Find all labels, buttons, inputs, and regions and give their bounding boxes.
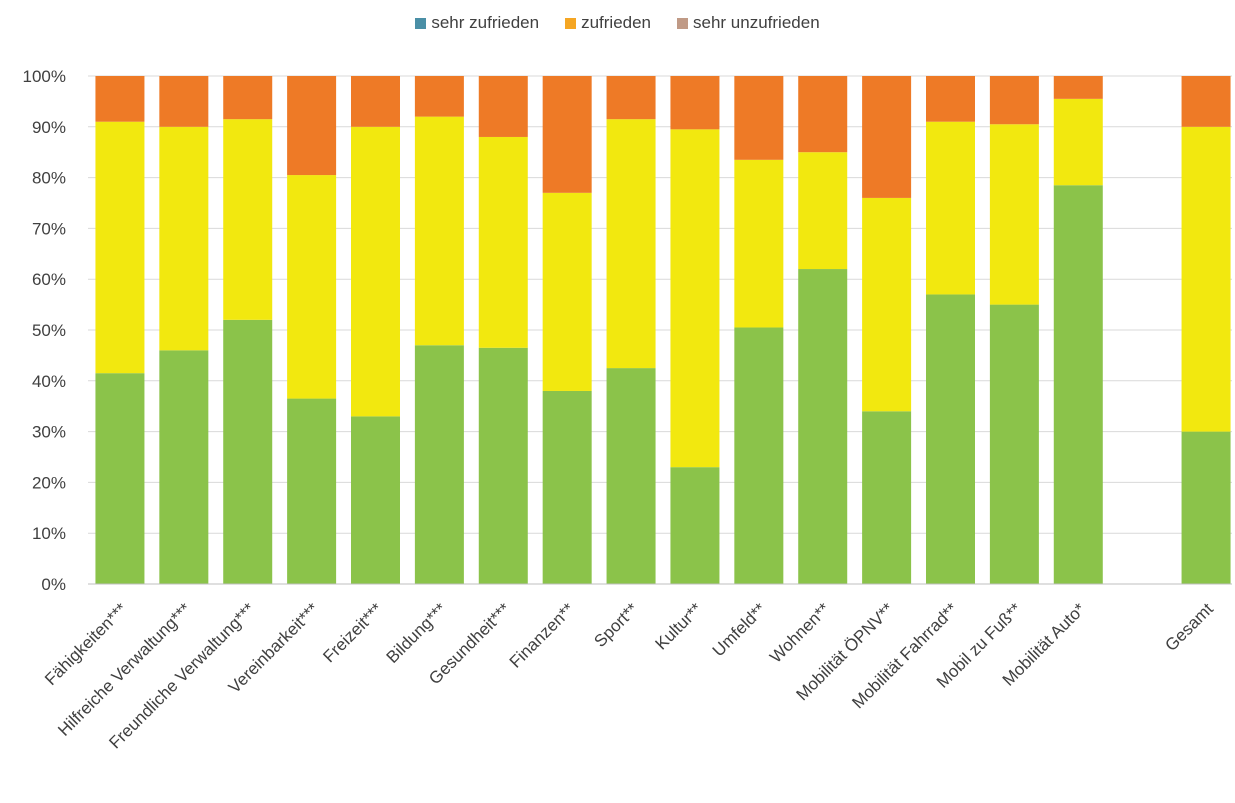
legend-label-zufrieden: zufrieden: [581, 13, 652, 32]
legend-swatch-sehr-unzufrieden: [677, 17, 689, 29]
bar-segment-zufrieden: [287, 175, 337, 399]
y-tick-label: 10%: [32, 524, 66, 543]
bar-segment-sehr-zufrieden: [862, 411, 912, 584]
bar-segment-sehr-unzufrieden: [606, 76, 656, 120]
bar-segment-sehr-zufrieden: [798, 269, 848, 584]
bar-segment-sehr-unzufrieden: [159, 76, 209, 127]
chart-legend: sehr zufrieden zufrieden sehr unzufriede…: [0, 10, 1235, 36]
legend-item-zufrieden: zufrieden: [565, 10, 651, 36]
bar-segment-sehr-zufrieden: [606, 368, 656, 584]
bar-segment-sehr-zufrieden: [351, 416, 400, 584]
bar-segment-sehr-zufrieden: [159, 350, 209, 584]
bar-segment-sehr-unzufrieden: [223, 76, 273, 120]
y-tick-label: 0%: [41, 575, 66, 594]
bar-segment-zufrieden: [95, 121, 145, 374]
bar-segment-sehr-unzufrieden: [1053, 76, 1103, 99]
bar-segment-zufrieden: [542, 192, 592, 391]
x-tick-label: Umfeld**: [709, 599, 770, 660]
legend-item-sehr-zufrieden: sehr zufrieden: [415, 10, 539, 36]
x-tick-label: Sport**: [590, 599, 642, 651]
bar-segment-sehr-zufrieden: [670, 467, 720, 584]
bar-segment-sehr-unzufrieden: [670, 76, 720, 130]
bar-segment-zufrieden: [159, 126, 209, 351]
bar-segment-sehr-unzufrieden: [734, 76, 784, 160]
bar-segment-sehr-zufrieden: [542, 390, 592, 584]
bar-segment-sehr-unzufrieden: [989, 76, 1039, 125]
bar-segment-sehr-unzufrieden: [414, 76, 464, 117]
bar-segment-sehr-unzufrieden: [926, 76, 975, 122]
legend-swatch-zufrieden: [565, 17, 577, 29]
bar-segment-zufrieden: [414, 116, 464, 346]
bar-segment-sehr-zufrieden: [1053, 185, 1103, 584]
grid-layer: [88, 75, 1232, 585]
y-tick-label: 20%: [32, 473, 66, 492]
bar-segment-sehr-zufrieden: [1181, 431, 1231, 584]
bars-layer: [95, 76, 1231, 584]
bar-segment-sehr-zufrieden: [414, 345, 464, 584]
legend-item-sehr-unzufrieden: sehr unzufrieden: [677, 10, 820, 36]
y-tick-label: 100%: [23, 67, 66, 86]
legend-swatch-sehr-zufrieden: [415, 17, 427, 29]
y-tick-label: 70%: [32, 219, 66, 238]
x-tick-label: Kultur**: [652, 599, 706, 653]
y-tick-label: 40%: [32, 372, 66, 391]
x-tick-label: Mobilität Fahrrad**: [848, 599, 961, 712]
bar-segment-zufrieden: [223, 119, 273, 320]
x-tick-label: Freizeit***: [319, 599, 386, 666]
bar-segment-sehr-zufrieden: [287, 398, 337, 584]
y-tick-label: 50%: [32, 321, 66, 340]
legend-label-sehr-zufrieden: sehr zufrieden: [431, 13, 540, 32]
bar-segment-zufrieden: [1053, 98, 1103, 186]
bar-segment-zufrieden: [734, 159, 784, 328]
bar-segment-sehr-unzufrieden: [798, 76, 848, 153]
bar-segment-zufrieden: [478, 136, 528, 348]
x-tick-label: Wohnen**: [766, 599, 834, 667]
bar-segment-sehr-unzufrieden: [542, 76, 592, 193]
bar-segment-sehr-zufrieden: [926, 294, 975, 584]
bar-segment-sehr-zufrieden: [223, 319, 273, 584]
bar-segment-sehr-zufrieden: [734, 327, 784, 584]
bar-segment-zufrieden: [1181, 126, 1231, 432]
bar-segment-sehr-unzufrieden: [478, 76, 528, 137]
bar-segment-sehr-unzufrieden: [862, 76, 912, 198]
bar-segment-sehr-unzufrieden: [95, 76, 145, 122]
bar-segment-zufrieden: [606, 119, 656, 369]
bar-segment-sehr-unzufrieden: [1181, 76, 1231, 127]
y-tick-label: 90%: [32, 118, 66, 137]
bar-segment-zufrieden: [926, 121, 975, 295]
legend-label-sehr-unzufrieden: sehr unzufrieden: [693, 13, 820, 32]
bar-segment-zufrieden: [989, 124, 1039, 305]
bar-segment-zufrieden: [798, 152, 848, 270]
bar-segment-zufrieden: [862, 197, 912, 412]
x-tick-label: Finanzen**: [506, 599, 579, 672]
bar-segment-sehr-zufrieden: [478, 347, 528, 584]
bar-segment-sehr-unzufrieden: [351, 76, 400, 127]
x-tick-label: Gesamt: [1161, 599, 1217, 655]
bar-segment-zufrieden: [351, 126, 400, 417]
bar-segment-sehr-zufrieden: [989, 304, 1039, 584]
x-tick-label: Bildung***: [383, 599, 451, 667]
bar-segment-sehr-unzufrieden: [287, 76, 337, 176]
y-tick-label: 30%: [32, 423, 66, 442]
y-tick-label: 60%: [32, 270, 66, 289]
bar-segment-zufrieden: [670, 129, 720, 468]
bar-segment-sehr-zufrieden: [95, 373, 145, 584]
y-tick-label: 80%: [32, 169, 66, 188]
